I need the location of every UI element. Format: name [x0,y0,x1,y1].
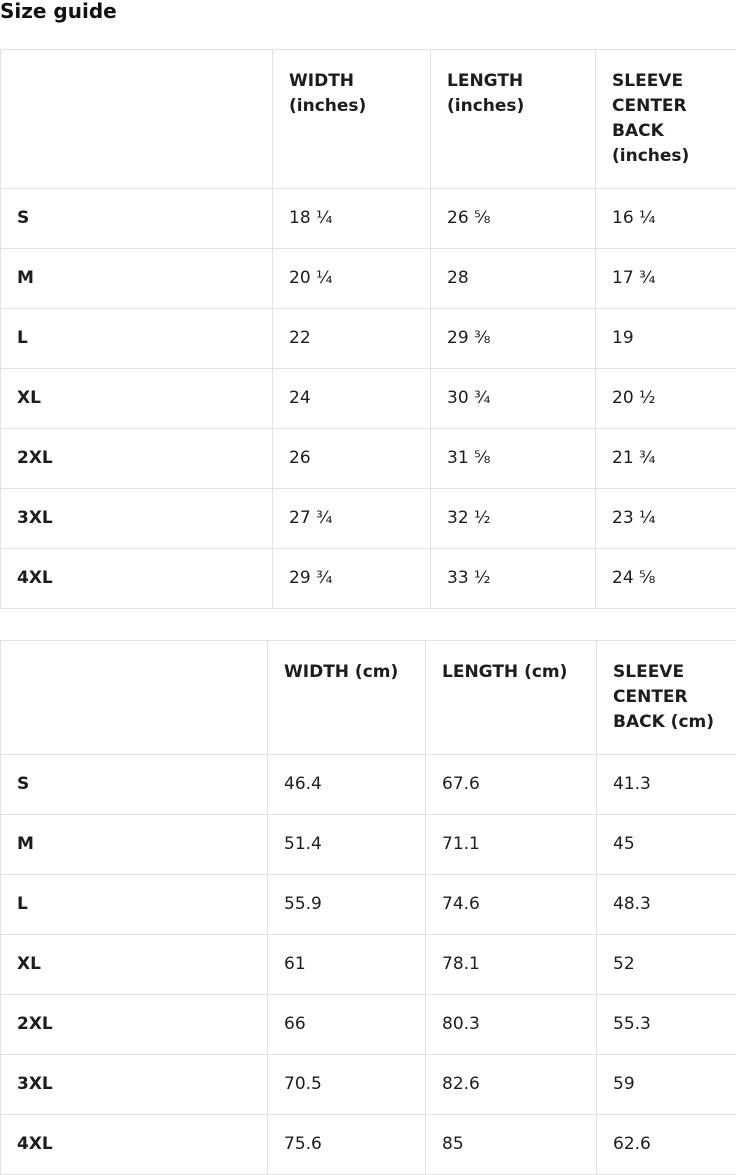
sleeve-value: 59 [597,1055,736,1115]
size-table-inches: WIDTH (inches) LENGTH (inches) SLEEVE CE… [0,49,736,609]
corner-cell [1,641,268,755]
size-label: 3XL [1,1055,268,1115]
sleeve-value: 23 ¼ [596,489,736,549]
sleeve-value: 52 [597,935,736,995]
width-value: 51.4 [268,815,426,875]
table-row: 3XL 70.5 82.6 59 [1,1055,736,1115]
size-table-cm: WIDTH (cm) LENGTH (cm) SLEEVE CENTER BAC… [0,640,736,1175]
table-row: M 20 ¼ 28 17 ¾ [1,249,736,309]
sleeve-value: 19 [596,309,736,369]
length-value: 71.1 [426,815,597,875]
header-row: WIDTH (inches) LENGTH (inches) SLEEVE CE… [1,50,736,189]
corner-cell [1,50,273,189]
sleeve-value: 62.6 [597,1115,736,1175]
size-label: XL [1,369,273,429]
sleeve-value: 48.3 [597,875,736,935]
sleeve-cm-header: SLEEVE CENTER BACK (cm) [597,641,736,755]
width-value: 18 ¼ [273,189,431,249]
width-value: 55.9 [268,875,426,935]
length-value: 82.6 [426,1055,597,1115]
table-row: XL 61 78.1 52 [1,935,736,995]
length-value: 26 ⅝ [431,189,596,249]
sleeve-value: 16 ¼ [596,189,736,249]
length-value: 67.6 [426,755,597,815]
sleeve-value: 20 ½ [596,369,736,429]
length-value: 85 [426,1115,597,1175]
length-value: 78.1 [426,935,597,995]
size-label: S [1,755,268,815]
size-label: M [1,815,268,875]
length-value: 32 ½ [431,489,596,549]
table-row: XL 24 30 ¾ 20 ½ [1,369,736,429]
width-value: 70.5 [268,1055,426,1115]
table-row: 2XL 26 31 ⅝ 21 ¾ [1,429,736,489]
sleeve-value: 21 ¾ [596,429,736,489]
width-value: 24 [273,369,431,429]
sleeve-value: 17 ¾ [596,249,736,309]
width-value: 27 ¾ [273,489,431,549]
sleeve-value: 24 ⅝ [596,549,736,609]
length-cm-header: LENGTH (cm) [426,641,597,755]
width-value: 29 ¾ [273,549,431,609]
table-row: S 18 ¼ 26 ⅝ 16 ¼ [1,189,736,249]
table-row: 3XL 27 ¾ 32 ½ 23 ¼ [1,489,736,549]
table-row: 2XL 66 80.3 55.3 [1,995,736,1055]
size-label: 2XL [1,995,268,1055]
length-value: 74.6 [426,875,597,935]
table-row: 4XL 75.6 85 62.6 [1,1115,736,1175]
size-label: 2XL [1,429,273,489]
length-value: 31 ⅝ [431,429,596,489]
table-row: S 46.4 67.6 41.3 [1,755,736,815]
width-value: 22 [273,309,431,369]
length-value: 28 [431,249,596,309]
length-value: 80.3 [426,995,597,1055]
sleeve-inches-header: SLEEVE CENTER BACK (inches) [596,50,736,189]
size-label: M [1,249,273,309]
table-row: M 51.4 71.1 45 [1,815,736,875]
size-label: 4XL [1,549,273,609]
size-label: S [1,189,273,249]
width-value: 26 [273,429,431,489]
sleeve-value: 45 [597,815,736,875]
size-label: L [1,875,268,935]
sleeve-value: 55.3 [597,995,736,1055]
table-row: L 55.9 74.6 48.3 [1,875,736,935]
width-value: 66 [268,995,426,1055]
width-value: 20 ¼ [273,249,431,309]
length-value: 29 ⅜ [431,309,596,369]
width-value: 75.6 [268,1115,426,1175]
width-value: 61 [268,935,426,995]
length-value: 33 ½ [431,549,596,609]
size-label: 4XL [1,1115,268,1175]
table-row: 4XL 29 ¾ 33 ½ 24 ⅝ [1,549,736,609]
page-title: Size guide [0,0,736,22]
size-label: L [1,309,273,369]
length-inches-header: LENGTH (inches) [431,50,596,189]
length-value: 30 ¾ [431,369,596,429]
table-row: L 22 29 ⅜ 19 [1,309,736,369]
size-label: XL [1,935,268,995]
width-value: 46.4 [268,755,426,815]
sleeve-value: 41.3 [597,755,736,815]
width-cm-header: WIDTH (cm) [268,641,426,755]
size-label: 3XL [1,489,273,549]
header-row: WIDTH (cm) LENGTH (cm) SLEEVE CENTER BAC… [1,641,736,755]
width-inches-header: WIDTH (inches) [273,50,431,189]
